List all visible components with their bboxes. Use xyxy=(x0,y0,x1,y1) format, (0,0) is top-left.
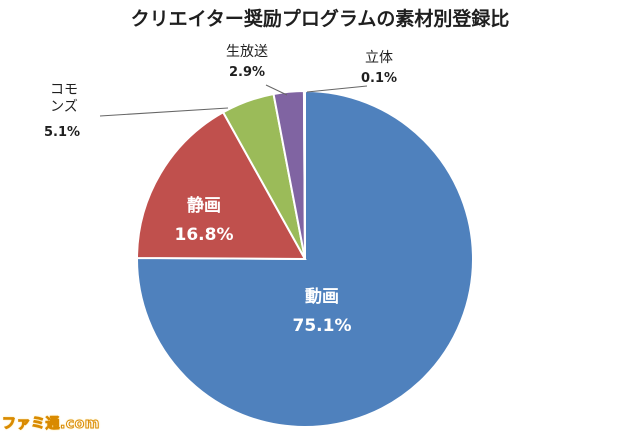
leader-line-4 xyxy=(306,85,368,93)
leader-lines xyxy=(99,84,368,117)
slice-label-2-line-0: コモ xyxy=(50,82,78,98)
slice-value-3: 2.9% xyxy=(229,65,265,80)
slice-value-4: 0.1% xyxy=(361,71,397,86)
pie-slices xyxy=(135,89,474,428)
slice-label-3: 生放送 xyxy=(226,44,268,60)
slice-value-2: 5.1% xyxy=(44,125,80,140)
slice-value-1: 16.8% xyxy=(175,225,234,245)
slice-label-0: 動画 xyxy=(305,286,339,307)
leader-line-2 xyxy=(99,107,229,117)
slice-label-4: 立体 xyxy=(365,50,393,66)
chart-title: クリエイター奨励プログラムの素材別登録比 xyxy=(130,8,510,30)
slice-value-0: 75.1% xyxy=(293,316,352,336)
leader-line-3 xyxy=(265,84,288,96)
pie-slice-0 xyxy=(135,89,474,428)
slice-label-2-line-1: ンズ xyxy=(50,99,78,115)
pie-slice-1 xyxy=(135,110,307,261)
pie-slice-4 xyxy=(302,89,306,260)
slice-label-1: 静画 xyxy=(187,195,221,216)
watermark-logo: ファミ通.com xyxy=(2,416,100,433)
